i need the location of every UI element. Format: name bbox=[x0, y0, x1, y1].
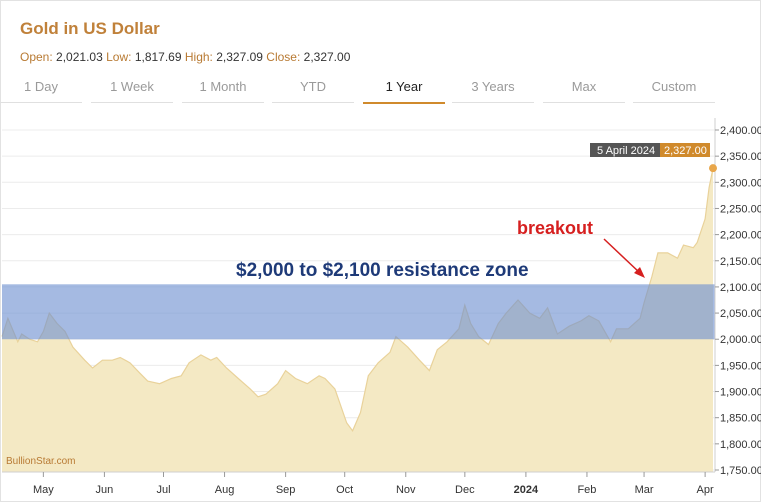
y-tick-label: 2,150.00 bbox=[720, 256, 761, 268]
x-tick-label: Apr bbox=[697, 484, 714, 496]
range-tabs: 1 Day 1 Week 1 Month YTD 1 Year 3 Years … bbox=[0, 74, 761, 106]
breakout-annotation: breakout bbox=[517, 218, 593, 238]
close-label: Close: bbox=[266, 50, 301, 64]
y-tick-label: 2,200.00 bbox=[720, 230, 761, 242]
high-value: 2,327.09 bbox=[216, 50, 263, 64]
x-tick-label: Jul bbox=[156, 484, 170, 496]
zone-annotation: $2,000 to $2,100 resistance zone bbox=[236, 260, 529, 281]
tab-ytd[interactable]: YTD bbox=[272, 74, 354, 103]
high-label: High: bbox=[184, 50, 213, 64]
open-value: 2,021.03 bbox=[56, 50, 103, 64]
y-tick-label: 2,300.00 bbox=[720, 177, 761, 189]
y-tick-label: 1,950.00 bbox=[720, 360, 761, 372]
y-tick-label: 2,250.00 bbox=[720, 203, 761, 215]
last-price-marker[interactable] bbox=[709, 164, 717, 173]
x-axis-ticks: May Jun Jul Aug Sep Oct Nov Dec 2024 Feb Mar Apr bbox=[33, 472, 714, 496]
y-tick-label: 1,750.00 bbox=[720, 465, 761, 477]
tab-custom[interactable]: Custom bbox=[633, 74, 715, 103]
y-axis-ticks: 2,400.00 2,350.00 2,300.00 2,250.00 2,200.00… bbox=[715, 125, 761, 477]
y-tick-label: 1,850.00 bbox=[720, 413, 761, 425]
ohlc-summary: Open: 2,021.03 Low: 1,817.69 High: 2,327… bbox=[20, 50, 350, 64]
low-value: 1,817.69 bbox=[134, 50, 182, 64]
y-tick-label: 1,800.00 bbox=[720, 439, 761, 451]
low-label: Low: bbox=[106, 50, 132, 64]
y-tick-label: 2,400.00 bbox=[720, 125, 761, 137]
x-tick-label: Aug bbox=[215, 484, 235, 496]
x-tick-label: Jun bbox=[96, 484, 114, 496]
breakout-arrow bbox=[603, 238, 645, 278]
x-tick-label: May bbox=[33, 484, 54, 496]
x-tick-label: Sep bbox=[276, 484, 296, 496]
y-tick-label: 2,050.00 bbox=[720, 308, 761, 320]
last-price-tooltip: 5 April 2024 2,327.00 bbox=[590, 143, 710, 157]
close-value: 2,327.00 bbox=[303, 50, 351, 64]
x-tick-label: Mar bbox=[635, 484, 654, 496]
y-tick-label: 1,900.00 bbox=[720, 387, 761, 399]
tab-max[interactable]: Max bbox=[543, 74, 625, 103]
x-tick-label: Oct bbox=[336, 484, 353, 496]
source-label: BullionStar.com bbox=[6, 456, 75, 467]
x-tick-label: 2024 bbox=[514, 484, 539, 496]
y-tick-label: 2,350.00 bbox=[720, 151, 761, 163]
tab-1-year[interactable]: 1 Year bbox=[363, 74, 445, 104]
tooltip-date: 5 April 2024 bbox=[597, 145, 655, 157]
x-tick-label: Dec bbox=[455, 484, 475, 496]
open-label: Open: bbox=[20, 50, 53, 64]
y-tick-label: 2,100.00 bbox=[720, 282, 761, 294]
tab-1-month[interactable]: 1 Month bbox=[182, 74, 264, 103]
tab-3-years[interactable]: 3 Years bbox=[452, 74, 534, 103]
y-tick-label: 2,000.00 bbox=[720, 334, 761, 346]
chart-title: Gold in US Dollar bbox=[20, 19, 160, 38]
resistance-zone bbox=[2, 284, 715, 340]
tab-1-week[interactable]: 1 Week bbox=[91, 74, 173, 103]
x-tick-label: Nov bbox=[396, 484, 416, 496]
tooltip-value: 2,327.00 bbox=[664, 145, 707, 157]
x-tick-label: Feb bbox=[577, 484, 596, 496]
tab-1-day[interactable]: 1 Day bbox=[0, 74, 82, 103]
price-area bbox=[2, 168, 713, 472]
